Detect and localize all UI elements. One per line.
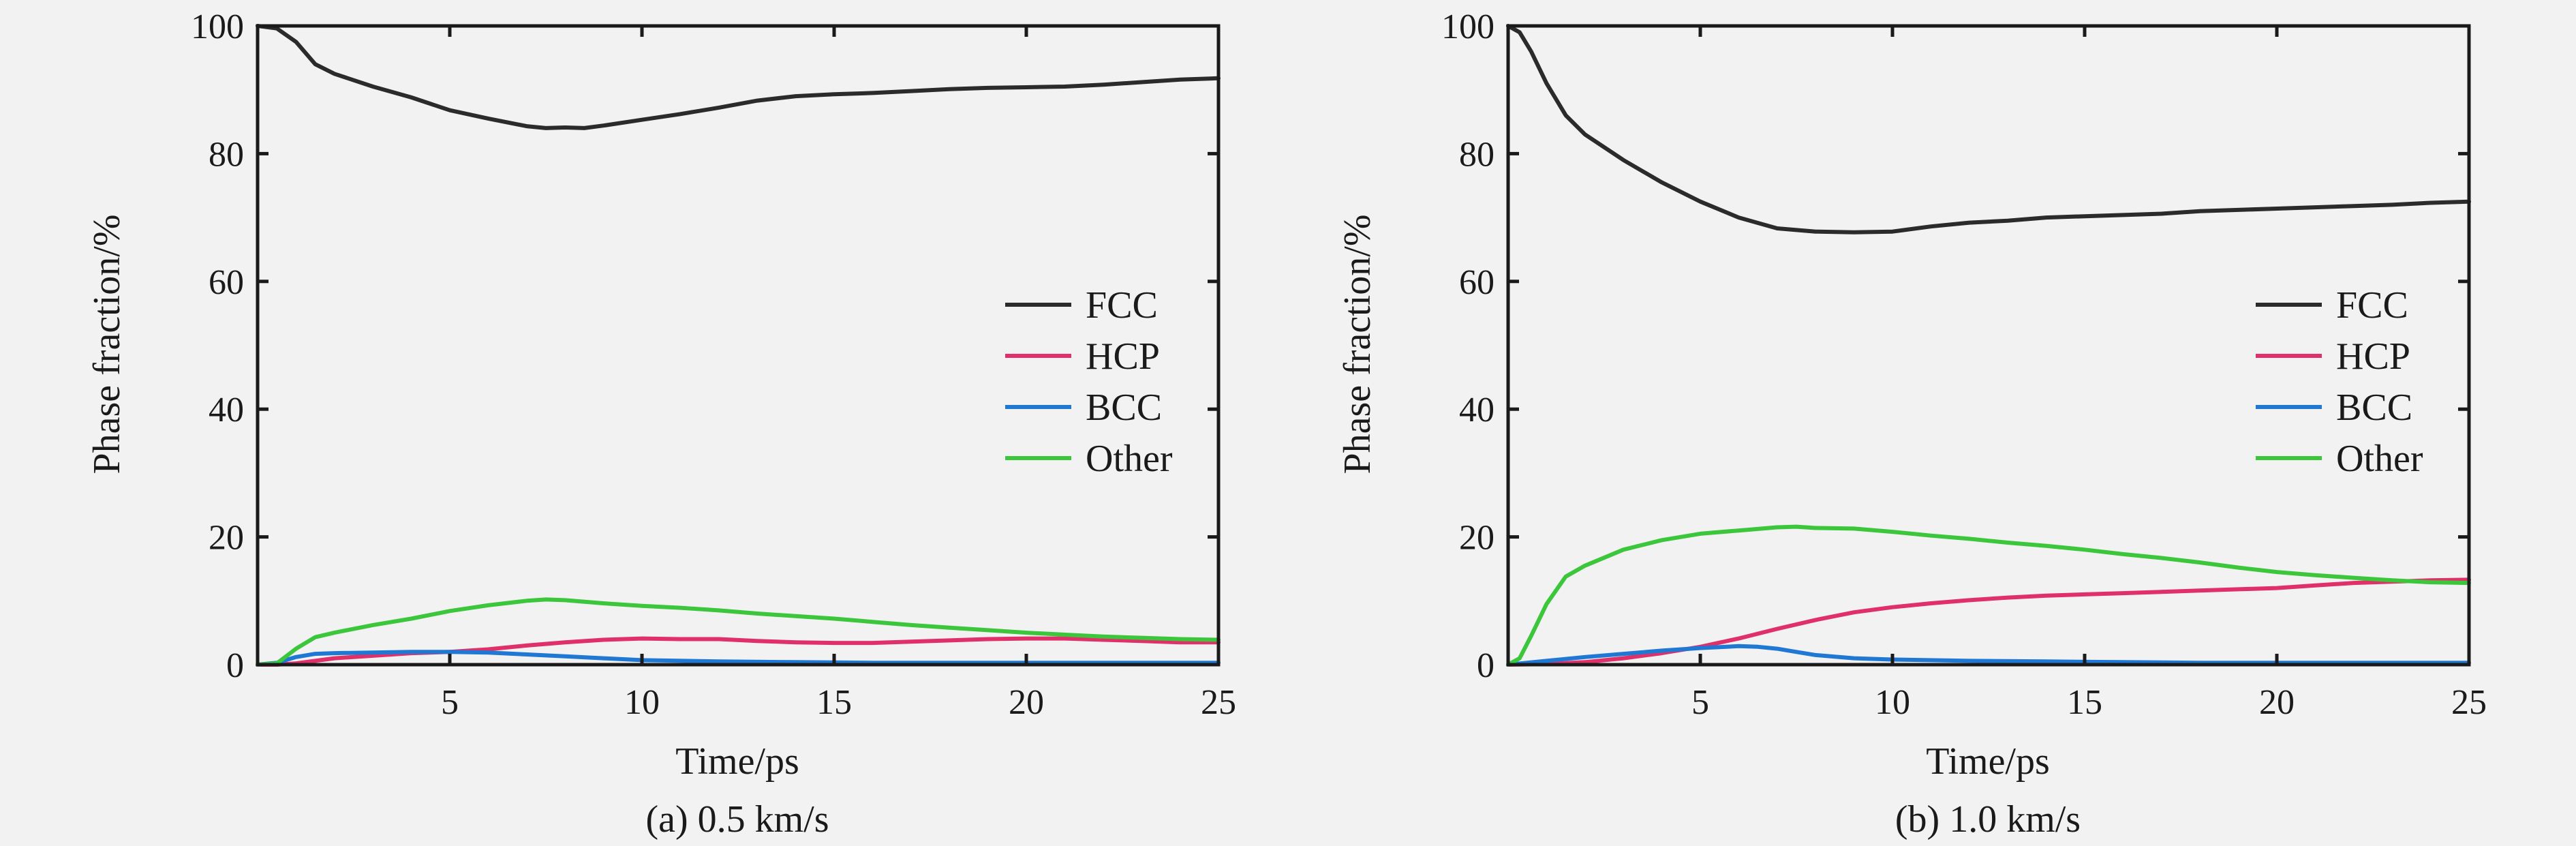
- y-tick-label: 20: [209, 519, 244, 558]
- y-tick-label: 80: [209, 135, 244, 174]
- series-line-bcc: [1506, 644, 2471, 667]
- x-tick-label: 10: [624, 683, 660, 722]
- y-tick-label: 60: [1459, 263, 1494, 302]
- legend: FCC HCP BCC Other: [1005, 284, 1173, 480]
- legend: FCC HCP BCC Other: [2256, 284, 2423, 480]
- legend-label-other: Other: [1086, 438, 1173, 480]
- y-tick-label: 20: [1459, 519, 1494, 558]
- x-tick-label: 20: [1009, 683, 1044, 722]
- x-tick-label: 5: [441, 683, 459, 722]
- y-tick-label: 100: [191, 7, 244, 46]
- plot-frame: [256, 24, 1221, 667]
- y-tick-label: 80: [1459, 135, 1494, 174]
- x-tick-label: 15: [2067, 683, 2102, 722]
- series-line-fcc: [1506, 24, 2471, 235]
- panel-a: Phase fraction/% Time/ps (a) 0.5 km/s FC…: [86, 7, 1236, 841]
- legend-label-hcp: HCP: [2336, 335, 2410, 378]
- x-axis-label: Time/ps: [1926, 740, 2050, 783]
- y-tick-label: 40: [1459, 391, 1494, 429]
- series-line-fcc: [256, 24, 1221, 130]
- x-tick-label: 15: [816, 683, 852, 722]
- x-tick-label: 5: [1691, 683, 1709, 722]
- y-axis-label: Phase fraction/%: [1336, 215, 1379, 474]
- legend-label-fcc: FCC: [1086, 284, 1158, 327]
- x-tick-label: 25: [2451, 683, 2487, 722]
- series-line-other: [256, 597, 1221, 667]
- y-tick-label: 100: [1441, 7, 1494, 46]
- series-line-hcp: [256, 636, 1221, 667]
- y-tick-label: 0: [1477, 646, 1494, 685]
- y-tick-label: 40: [209, 391, 244, 429]
- series-line-other: [1506, 524, 2471, 667]
- panel-caption: (a) 0.5 km/s: [645, 798, 829, 841]
- legend-label-hcp: HCP: [1086, 335, 1160, 378]
- series-line-bcc: [256, 650, 1221, 667]
- y-tick-label: 60: [209, 263, 244, 302]
- panel-caption: (b) 1.0 km/s: [1895, 798, 2081, 841]
- x-tick-label: 10: [1875, 683, 1910, 722]
- plot-frame: [1506, 24, 2471, 667]
- x-axis-label: Time/ps: [675, 740, 799, 783]
- panel-b: Phase fraction/% Time/ps (b) 1.0 km/s FC…: [1336, 7, 2487, 841]
- legend-label-bcc: BCC: [1086, 387, 1162, 429]
- x-tick-label: 25: [1201, 683, 1236, 722]
- legend-label-bcc: BCC: [2336, 387, 2412, 429]
- x-tick-label: 20: [2259, 683, 2295, 722]
- y-tick-label: 0: [226, 646, 244, 685]
- legend-label-other: Other: [2336, 438, 2423, 480]
- legend-label-fcc: FCC: [2336, 284, 2408, 327]
- y-axis-label: Phase fraction/%: [86, 215, 128, 474]
